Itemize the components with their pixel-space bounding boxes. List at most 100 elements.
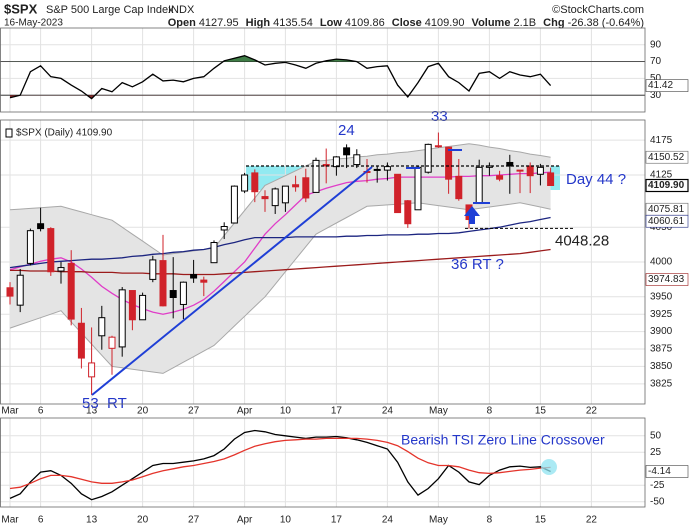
x-tick-label: 15 xyxy=(535,406,547,417)
candle-body xyxy=(108,336,116,349)
candle-body xyxy=(526,165,534,177)
annotation: Bearish TSI Zero Line Crossover xyxy=(401,432,605,448)
x-tick-label: May xyxy=(429,515,448,526)
candle-body xyxy=(343,147,351,156)
value-tag xyxy=(645,178,689,193)
moving-average xyxy=(10,248,551,276)
quote-fields: Open 4127.95 High 4135.54 Low 4109.86 Close… xyxy=(168,17,644,29)
candle-body xyxy=(302,177,310,199)
candle-body xyxy=(506,161,514,167)
y-tick-label: 3925 xyxy=(650,309,673,320)
x-tick-label: 20 xyxy=(137,406,149,417)
candle-body xyxy=(485,165,493,168)
indicator-line xyxy=(9,429,551,501)
exchange: INDX xyxy=(168,4,195,16)
y-tick-label: 4125 xyxy=(650,170,673,181)
candle-body xyxy=(67,262,75,320)
candle-body xyxy=(261,196,269,200)
date: 16-May-2023 xyxy=(4,18,63,29)
candle-body xyxy=(353,154,361,166)
x-tick-label: 15 xyxy=(535,515,547,526)
overbought-fill xyxy=(223,55,357,62)
symbol: $SPX xyxy=(4,1,38,16)
candle-body xyxy=(547,172,555,187)
candle-body xyxy=(332,156,340,168)
candle-body xyxy=(139,294,147,321)
field-value: 4109.90 xyxy=(425,17,465,29)
candle-body xyxy=(383,166,391,171)
arrow-head xyxy=(464,206,480,216)
y-tick-label: 4000 xyxy=(650,257,673,268)
candle-body xyxy=(128,290,136,321)
x-tick-label: Apr xyxy=(237,515,253,526)
candle-body xyxy=(169,290,177,298)
y-tick-label: 4175 xyxy=(650,135,673,146)
candle-body xyxy=(179,281,187,305)
rsi-panel-frame xyxy=(0,27,646,113)
candle-body xyxy=(404,200,412,225)
value-tag xyxy=(645,150,689,164)
value-tag-label: 4150.52 xyxy=(648,152,685,163)
value-tag xyxy=(645,273,689,286)
candle-body xyxy=(98,317,106,337)
annotation: Day 44 ? xyxy=(566,171,626,188)
candle-body xyxy=(475,166,483,205)
x-tick-label: 17 xyxy=(331,515,343,526)
x-tick-label: 13 xyxy=(86,406,98,417)
candle-body xyxy=(271,188,279,207)
candle-body xyxy=(455,175,463,200)
value-tag-label: -4.14 xyxy=(648,466,671,477)
y-tick-label: 25 xyxy=(650,447,662,458)
field-label: Volume xyxy=(472,17,511,29)
candle-body xyxy=(77,322,85,359)
x-tick-label: 22 xyxy=(586,515,598,526)
field-value: 4109.86 xyxy=(345,17,385,29)
x-tick-label: 8 xyxy=(487,406,493,417)
candle-body xyxy=(292,184,300,188)
field-label: Open xyxy=(168,17,196,29)
y-tick-label: 3825 xyxy=(650,378,673,389)
legend: $SPX (Daily) 4109.90 xyxy=(16,128,113,139)
candle-body xyxy=(434,145,442,148)
y-tick-label: 50 xyxy=(650,430,662,441)
field-label: High xyxy=(246,17,271,29)
price-panel-frame xyxy=(0,119,646,405)
candle-body xyxy=(373,168,381,171)
field-label: Chg xyxy=(543,17,564,29)
y-tick-label: 70 xyxy=(650,56,662,67)
candle-body xyxy=(281,185,289,204)
plot-layer: 30 50 70 90 41.42 Mar 6 13 20 27 Apr 10 17 24 May 8 15 22… xyxy=(0,28,689,526)
y-tick-label: -50 xyxy=(650,496,665,507)
x-tick-label: 10 xyxy=(280,406,292,417)
legend-swatch xyxy=(5,128,13,138)
trend-line xyxy=(91,166,373,396)
tsi-panel-frame xyxy=(0,417,646,508)
field-value: 2.1B xyxy=(513,17,536,29)
moving-average xyxy=(9,216,551,269)
support-label: 4048.28 xyxy=(555,232,609,249)
candle-body xyxy=(394,173,402,214)
field-value: 4127.95 xyxy=(199,17,239,29)
candle-body xyxy=(47,228,55,273)
y-tick-label: 3900 xyxy=(650,326,673,337)
index-name: S&P 500 Large Cap Index xyxy=(46,4,174,16)
candle-body xyxy=(445,146,453,180)
x-tick-label: 27 xyxy=(188,515,200,526)
candle-body xyxy=(190,274,198,279)
y-tick-label: 90 xyxy=(650,39,662,50)
candle-body xyxy=(159,260,167,307)
x-tick-label: 10 xyxy=(280,515,292,526)
y-tick-label: 30 xyxy=(650,90,662,101)
x-tick-label: 24 xyxy=(382,515,394,526)
candle-body xyxy=(118,289,126,348)
credit: ©StockCharts.com xyxy=(552,4,644,16)
candle-body xyxy=(536,166,544,175)
y-tick-label: 3950 xyxy=(650,291,673,302)
value-tag xyxy=(645,465,689,478)
candle-body xyxy=(37,223,45,230)
arrow-stem xyxy=(469,215,475,224)
x-tick-label: 22 xyxy=(586,406,598,417)
x-tick-label: Apr xyxy=(237,406,253,417)
field-value: 4135.54 xyxy=(273,17,313,29)
